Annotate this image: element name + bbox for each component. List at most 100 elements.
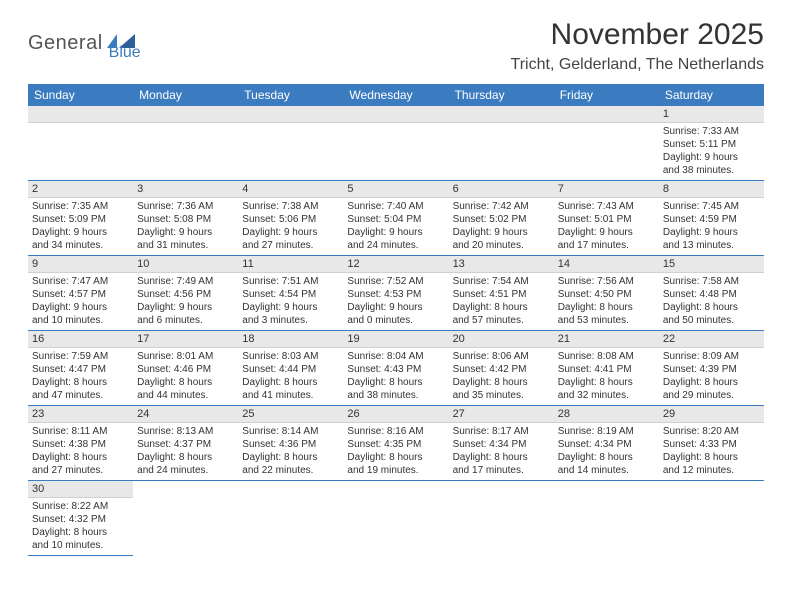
day-number: 16 (28, 331, 133, 348)
day-line: Daylight: 8 hours (453, 451, 550, 464)
day-line: Sunrise: 7:58 AM (663, 275, 760, 288)
day-line: Daylight: 8 hours (453, 376, 550, 389)
day-line: Sunrise: 7:42 AM (453, 200, 550, 213)
calendar-cell (449, 106, 554, 181)
day-line: Sunset: 4:32 PM (32, 513, 129, 526)
col-thursday: Thursday (449, 84, 554, 106)
day-line: Daylight: 9 hours (347, 301, 444, 314)
day-line: Sunrise: 7:43 AM (558, 200, 655, 213)
calendar-cell (343, 481, 448, 556)
day-number: 23 (28, 406, 133, 423)
day-number: 18 (238, 331, 343, 348)
day-line: and 17 minutes. (453, 464, 550, 477)
col-saturday: Saturday (659, 84, 764, 106)
day-body: Sunrise: 8:17 AMSunset: 4:34 PMDaylight:… (449, 423, 554, 480)
calendar-cell: 26Sunrise: 8:16 AMSunset: 4:35 PMDayligh… (343, 406, 448, 481)
calendar-cell (28, 106, 133, 181)
day-number: 9 (28, 256, 133, 273)
day-line: Sunset: 4:53 PM (347, 288, 444, 301)
day-line: Daylight: 8 hours (663, 451, 760, 464)
day-line: Sunrise: 7:59 AM (32, 350, 129, 363)
day-body: Sunrise: 8:14 AMSunset: 4:36 PMDaylight:… (238, 423, 343, 480)
day-line: Sunrise: 8:19 AM (558, 425, 655, 438)
calendar-cell: 18Sunrise: 8:03 AMSunset: 4:44 PMDayligh… (238, 331, 343, 406)
day-line: Sunrise: 8:03 AM (242, 350, 339, 363)
calendar-cell: 5Sunrise: 7:40 AMSunset: 5:04 PMDaylight… (343, 181, 448, 256)
day-number: 7 (554, 181, 659, 198)
calendar-cell (343, 106, 448, 181)
day-body: Sunrise: 7:40 AMSunset: 5:04 PMDaylight:… (343, 198, 448, 255)
day-number: 21 (554, 331, 659, 348)
day-body: Sunrise: 8:01 AMSunset: 4:46 PMDaylight:… (133, 348, 238, 405)
day-body: Sunrise: 7:35 AMSunset: 5:09 PMDaylight:… (28, 198, 133, 255)
calendar-cell: 8Sunrise: 7:45 AMSunset: 4:59 PMDaylight… (659, 181, 764, 256)
day-number: 11 (238, 256, 343, 273)
calendar-cell: 12Sunrise: 7:52 AMSunset: 4:53 PMDayligh… (343, 256, 448, 331)
header: General Blue November 2025 Tricht, Gelde… (28, 18, 764, 74)
day-line: Sunrise: 8:04 AM (347, 350, 444, 363)
day-line: and 13 minutes. (663, 239, 760, 252)
day-number: 22 (659, 331, 764, 348)
day-line: Sunrise: 8:06 AM (453, 350, 550, 363)
day-line: Sunset: 4:57 PM (32, 288, 129, 301)
day-line: Sunrise: 8:01 AM (137, 350, 234, 363)
day-line: and 32 minutes. (558, 389, 655, 402)
day-line: Sunset: 4:47 PM (32, 363, 129, 376)
calendar-cell (554, 106, 659, 181)
col-sunday: Sunday (28, 84, 133, 106)
day-body: Sunrise: 7:51 AMSunset: 4:54 PMDaylight:… (238, 273, 343, 330)
empty-bar (238, 106, 343, 123)
day-line: Sunrise: 8:09 AM (663, 350, 760, 363)
day-line: Daylight: 8 hours (242, 451, 339, 464)
day-line: Sunrise: 8:08 AM (558, 350, 655, 363)
day-line: Sunset: 4:38 PM (32, 438, 129, 451)
day-line: Sunset: 4:34 PM (453, 438, 550, 451)
calendar-table: Sunday Monday Tuesday Wednesday Thursday… (28, 84, 764, 556)
day-line: and 38 minutes. (347, 389, 444, 402)
day-line: Sunrise: 7:56 AM (558, 275, 655, 288)
day-number: 27 (449, 406, 554, 423)
day-line: and 24 minutes. (347, 239, 444, 252)
day-number: 3 (133, 181, 238, 198)
day-line: and 24 minutes. (137, 464, 234, 477)
day-body: Sunrise: 7:58 AMSunset: 4:48 PMDaylight:… (659, 273, 764, 330)
calendar-cell: 17Sunrise: 8:01 AMSunset: 4:46 PMDayligh… (133, 331, 238, 406)
day-line: Sunrise: 8:17 AM (453, 425, 550, 438)
day-number: 19 (343, 331, 448, 348)
day-body: Sunrise: 8:11 AMSunset: 4:38 PMDaylight:… (28, 423, 133, 480)
day-line: Daylight: 8 hours (32, 451, 129, 464)
day-line: Sunset: 5:06 PM (242, 213, 339, 226)
day-number: 29 (659, 406, 764, 423)
day-number: 17 (133, 331, 238, 348)
col-tuesday: Tuesday (238, 84, 343, 106)
day-body: Sunrise: 7:52 AMSunset: 4:53 PMDaylight:… (343, 273, 448, 330)
calendar-cell: 22Sunrise: 8:09 AMSunset: 4:39 PMDayligh… (659, 331, 764, 406)
day-line: Sunrise: 7:54 AM (453, 275, 550, 288)
day-line: and 0 minutes. (347, 314, 444, 327)
title-block: November 2025 Tricht, Gelderland, The Ne… (511, 18, 764, 74)
day-line: Daylight: 8 hours (32, 526, 129, 539)
empty-bar (554, 106, 659, 123)
day-line: Daylight: 9 hours (32, 301, 129, 314)
day-line: and 44 minutes. (137, 389, 234, 402)
day-line: Sunrise: 8:16 AM (347, 425, 444, 438)
day-line: and 29 minutes. (663, 389, 760, 402)
day-body: Sunrise: 7:54 AMSunset: 4:51 PMDaylight:… (449, 273, 554, 330)
day-number: 10 (133, 256, 238, 273)
day-line: Sunset: 5:09 PM (32, 213, 129, 226)
calendar-cell: 16Sunrise: 7:59 AMSunset: 4:47 PMDayligh… (28, 331, 133, 406)
calendar-cell: 25Sunrise: 8:14 AMSunset: 4:36 PMDayligh… (238, 406, 343, 481)
day-line: Sunrise: 7:45 AM (663, 200, 760, 213)
day-number: 26 (343, 406, 448, 423)
day-line: Sunrise: 8:22 AM (32, 500, 129, 513)
calendar-cell (659, 481, 764, 556)
day-body: Sunrise: 7:43 AMSunset: 5:01 PMDaylight:… (554, 198, 659, 255)
day-line: Sunset: 4:54 PM (242, 288, 339, 301)
day-line: Daylight: 9 hours (663, 226, 760, 239)
day-number: 14 (554, 256, 659, 273)
calendar-cell: 7Sunrise: 7:43 AMSunset: 5:01 PMDaylight… (554, 181, 659, 256)
day-line: and 27 minutes. (242, 239, 339, 252)
day-line: Daylight: 8 hours (663, 376, 760, 389)
day-body: Sunrise: 8:04 AMSunset: 4:43 PMDaylight:… (343, 348, 448, 405)
empty-bar (133, 106, 238, 123)
